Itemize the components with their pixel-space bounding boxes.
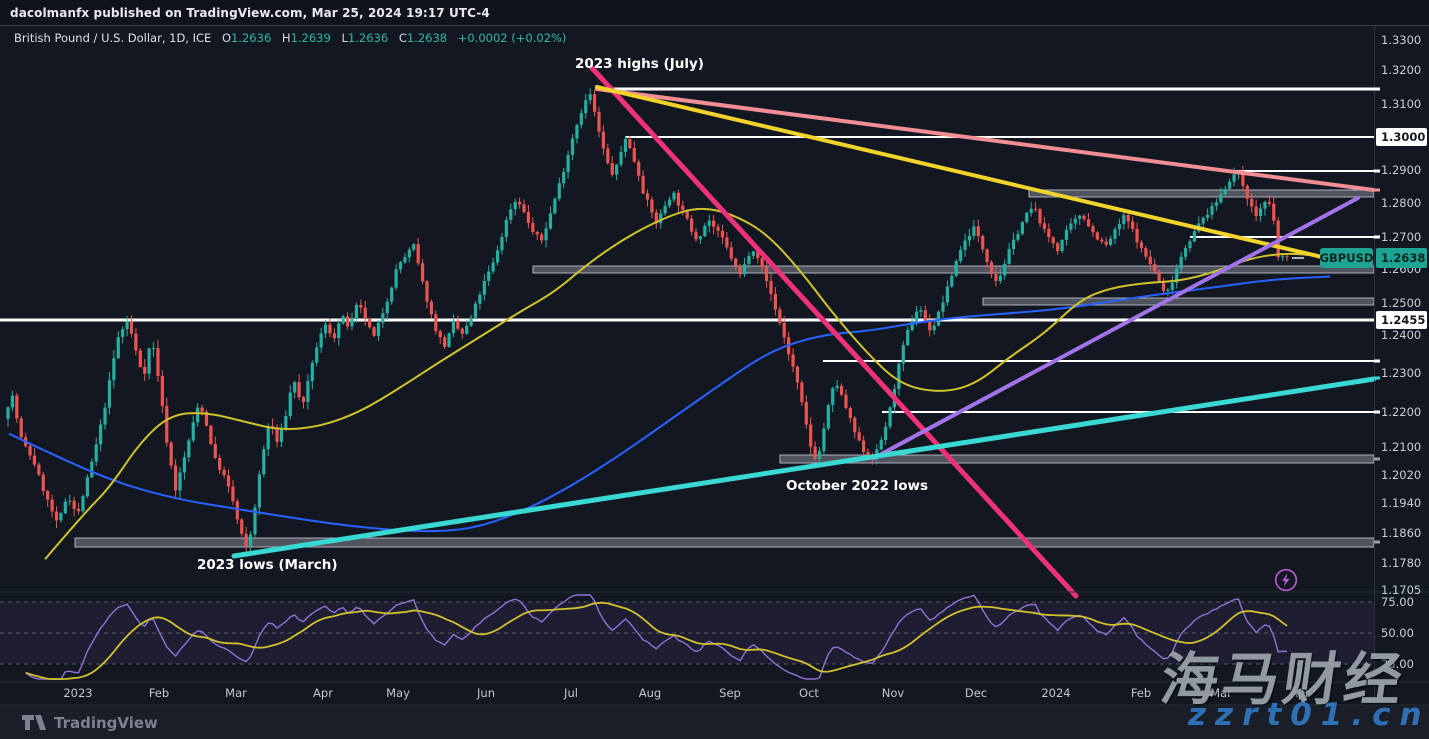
candlestick-series <box>6 88 1289 554</box>
october-2022-lows-zone <box>779 454 1375 464</box>
tradingview-logo[interactable]: TradingView <box>22 714 158 732</box>
ohlc-high-label: H <box>281 31 291 45</box>
moving-averages <box>8 207 1331 560</box>
svg-text:GBPUSD: GBPUSD <box>1320 251 1374 265</box>
time-tick-label: Mar <box>225 686 247 700</box>
symbol-legend: British Pound / U.S. Dollar, 1D, ICE O1.… <box>14 31 566 45</box>
support-zone <box>982 297 1375 306</box>
cyan-uptrend <box>231 376 1377 559</box>
publisher-text: dacolmanfx published on TradingView.com,… <box>10 5 490 20</box>
support-resistance-zones <box>74 189 1375 548</box>
ohlc-close-value: 1.2638 <box>406 31 448 45</box>
2023-march-lows-zone <box>74 537 1375 548</box>
ohlc-low-label: L <box>341 31 348 45</box>
ohlc-open-value: 1.2636 <box>231 31 272 45</box>
salmon-downtrend <box>595 87 1376 192</box>
time-tick-label: Apr <box>313 686 333 700</box>
time-tick-label: May <box>386 686 410 700</box>
trendlines <box>231 65 1377 599</box>
ohlc-low-value: 1.2636 <box>347 31 389 45</box>
boost-lightning-icon[interactable] <box>1274 568 1298 596</box>
time-tick-label: Jun <box>477 686 495 700</box>
time-tick-label: Sep <box>719 686 741 700</box>
symbol-title: British Pound / U.S. Dollar, 1D, ICE <box>14 31 212 45</box>
tradingview-logo-text: TradingView <box>54 713 158 732</box>
time-axis[interactable]: 2023 Feb Mar Apr May Jun Jul Aug Sep Oct Nov Dec 202… <box>0 683 1429 705</box>
footer-bar: TradingView <box>0 706 1429 739</box>
time-tick-label: Mar <box>1210 686 1232 700</box>
purple-uptrend <box>872 196 1360 460</box>
yellow-downtrend <box>595 85 1324 259</box>
time-tick-label: 2023 <box>63 686 93 700</box>
annotation-october-2022-lows: October 2022 lows <box>786 478 929 494</box>
time-tick-label: Nov <box>881 686 905 700</box>
time-tick-label: Jul <box>564 686 578 700</box>
symbol-price-label <box>1320 248 1373 268</box>
rsi-signal-line <box>25 601 1288 680</box>
annotation-2023-highs: 2023 highs (July) <box>575 56 704 72</box>
horizontal-levels <box>0 87 1374 413</box>
ohlc-close-label: C <box>398 31 407 45</box>
frame-lines <box>0 25 1429 706</box>
ohlc-open-label: O <box>221 31 232 45</box>
sma-slow-blue <box>8 275 1331 533</box>
sma-fast-yellow <box>44 207 1321 560</box>
resistance-zone <box>1028 189 1375 198</box>
time-tick-label: Aug <box>638 686 662 700</box>
resistance-zone <box>532 265 1375 274</box>
publisher-bar: dacolmanfx published on TradingView.com,… <box>0 0 1429 26</box>
tradingview-logo-icon <box>22 715 46 730</box>
time-tick-label: Feb <box>148 686 170 700</box>
time-tick-label: Feb <box>1130 686 1152 700</box>
time-tick-label: Apr <box>1290 686 1310 700</box>
price-axis[interactable] <box>1375 25 1429 682</box>
steep-pink-downtrend <box>589 65 1079 599</box>
time-tick-label: 2024 <box>1041 686 1071 700</box>
annotation-2023-lows: 2023 lows (March) <box>197 557 338 573</box>
rsi-pane <box>0 594 1374 680</box>
time-tick-label: Dec <box>964 686 988 700</box>
change-value: +0.0002 (+0.02%) <box>457 31 567 45</box>
time-tick-label: Oct <box>799 686 819 700</box>
rsi-line <box>25 594 1288 680</box>
ohlc-high-value: 1.2639 <box>290 31 331 45</box>
